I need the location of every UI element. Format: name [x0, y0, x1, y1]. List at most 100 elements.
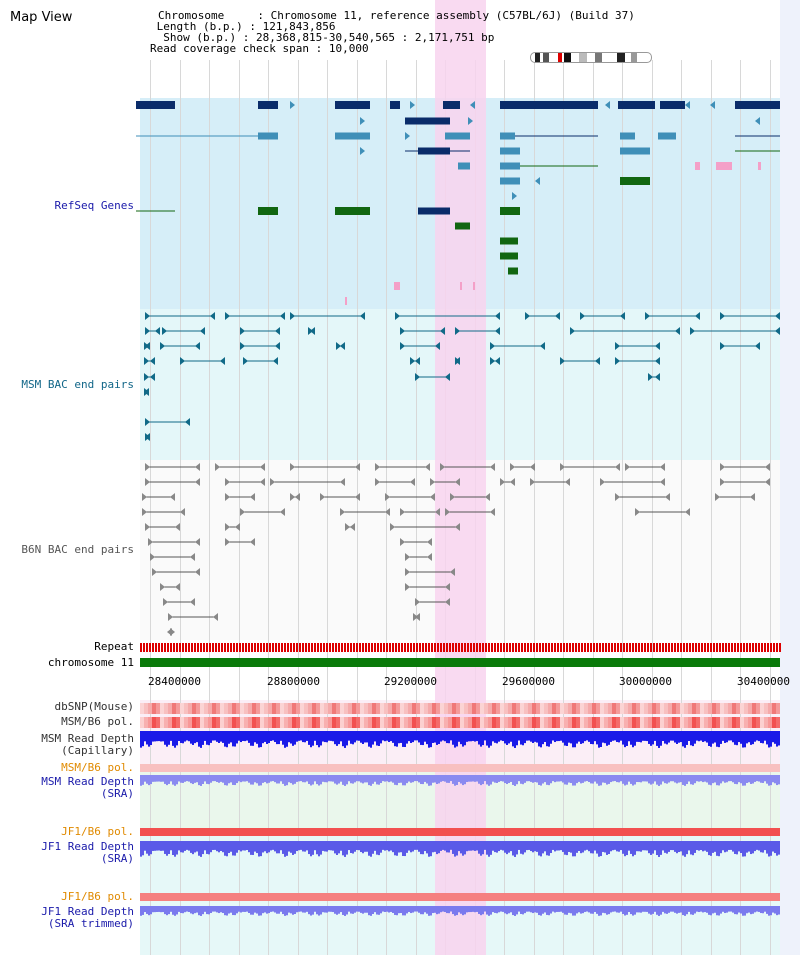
dbsnp-heat[interactable] — [656, 703, 660, 714]
jf1-depth-sra-bar[interactable] — [296, 841, 298, 852]
msm-depth-cap-bar[interactable] — [718, 731, 720, 748]
msm-depth-sra-bar[interactable] — [454, 775, 456, 786]
msm-depth-cap-bar[interactable] — [268, 731, 270, 744]
repeat-element[interactable] — [752, 643, 754, 652]
msm-depth-sra-bar[interactable] — [364, 775, 366, 783]
msm-depth-cap-bar[interactable] — [362, 731, 364, 744]
repeat-element[interactable] — [683, 643, 685, 652]
jf1-depth-trimmed-bar[interactable] — [240, 906, 242, 913]
msm-depth-sra-bar[interactable] — [434, 775, 436, 783]
msm-pol-heat[interactable] — [508, 717, 512, 728]
dbsnp-heat[interactable] — [332, 703, 336, 714]
dbsnp-heat[interactable] — [696, 703, 700, 714]
jf1-depth-sra-bar[interactable] — [210, 841, 212, 853]
msm-pol-heat[interactable] — [728, 717, 732, 728]
jf1-depth-sra-bar[interactable] — [174, 841, 176, 857]
b6n-bac-end[interactable] — [405, 568, 410, 576]
msm-bac-end[interactable] — [310, 327, 315, 335]
jf1-depth-sra-bar[interactable] — [554, 841, 556, 852]
jf1-depth-sra-bar[interactable] — [752, 841, 754, 854]
repeat-element[interactable] — [293, 643, 295, 652]
jf1-depth-sra-bar[interactable] — [606, 841, 608, 855]
jf1-depth-trimmed-bar[interactable] — [744, 906, 746, 916]
msm-depth-sra-bar[interactable] — [680, 775, 682, 783]
msm-depth-sra-bar[interactable] — [386, 775, 388, 782]
dbsnp-heat[interactable] — [688, 703, 692, 714]
jf1-pol-trimmed-heat[interactable] — [552, 893, 556, 901]
gene-feature[interactable] — [508, 267, 518, 275]
gene-feature[interactable] — [500, 132, 515, 140]
jf1-depth-trimmed-bar[interactable] — [760, 906, 762, 914]
msm-pol-sra-heat[interactable] — [524, 764, 528, 772]
repeat-element[interactable] — [533, 643, 535, 652]
msm-pol-heat[interactable] — [356, 717, 360, 728]
jf1-pol-heat[interactable] — [660, 828, 664, 836]
msm-pol-sra-heat[interactable] — [408, 764, 412, 772]
msm-bac-end[interactable] — [495, 312, 500, 320]
repeat-element[interactable] — [626, 643, 628, 652]
jf1-depth-trimmed-bar[interactable] — [338, 906, 340, 914]
msm-pol-heat[interactable] — [672, 717, 676, 728]
msm-depth-cap-bar[interactable] — [258, 731, 260, 748]
msm-bac-end[interactable] — [440, 327, 445, 335]
jf1-pol-trimmed-heat[interactable] — [608, 893, 612, 901]
msm-pol-heat[interactable] — [768, 717, 772, 728]
jf1-depth-trimmed-bar[interactable] — [778, 906, 780, 915]
jf1-depth-sra-bar[interactable] — [234, 841, 236, 856]
jf1-pol-heat[interactable] — [288, 828, 292, 836]
jf1-depth-trimmed-bar[interactable] — [528, 906, 530, 912]
msm-depth-cap-bar[interactable] — [374, 731, 376, 742]
msm-pol-heat[interactable] — [208, 717, 212, 728]
msm-pol-heat[interactable] — [344, 717, 348, 728]
jf1-pol-trimmed-heat[interactable] — [496, 893, 500, 901]
msm-depth-sra-bar[interactable] — [442, 775, 444, 782]
jf1-depth-sra-bar[interactable] — [154, 841, 156, 851]
msm-depth-cap-bar[interactable] — [200, 731, 202, 748]
msm-depth-cap-bar[interactable] — [212, 731, 214, 741]
msm-depth-sra-bar[interactable] — [668, 775, 670, 783]
msm-pol-sra-heat[interactable] — [764, 764, 768, 772]
msm-depth-cap-bar[interactable] — [140, 731, 142, 748]
repeat-element[interactable] — [458, 643, 460, 652]
b6n-bac-end[interactable] — [375, 478, 380, 486]
jf1-depth-trimmed-bar[interactable] — [690, 906, 692, 915]
dbsnp-heat[interactable] — [512, 703, 516, 714]
msm-depth-cap-bar[interactable] — [704, 731, 706, 742]
jf1-pol-trimmed-heat[interactable] — [732, 893, 736, 901]
jf1-depth-sra-bar[interactable] — [622, 841, 624, 854]
msm-depth-cap-bar[interactable] — [202, 731, 204, 745]
msm-depth-cap-bar[interactable] — [742, 731, 744, 748]
jf1-pol-heat[interactable] — [204, 828, 208, 836]
msm-depth-cap-bar[interactable] — [610, 731, 612, 742]
msm-bac-end[interactable] — [280, 312, 285, 320]
msm-bac-end[interactable] — [210, 312, 215, 320]
jf1-depth-sra-bar[interactable] — [436, 841, 438, 855]
msm-depth-cap-bar[interactable] — [228, 731, 230, 744]
msm-pol-heat[interactable] — [512, 717, 516, 728]
repeat-element[interactable] — [569, 643, 571, 652]
jf1-depth-trimmed-bar[interactable] — [300, 906, 302, 912]
chromosome-ideogram[interactable] — [530, 52, 652, 63]
jf1-depth-sra-bar[interactable] — [754, 841, 756, 852]
msm-pol-heat[interactable] — [564, 717, 568, 728]
msm-depth-cap-bar[interactable] — [330, 731, 332, 741]
msm-depth-cap-bar[interactable] — [512, 731, 514, 747]
msm-pol-sra-heat[interactable] — [168, 764, 172, 772]
jf1-depth-trimmed-bar[interactable] — [270, 906, 272, 912]
jf1-depth-trimmed-bar[interactable] — [710, 906, 712, 916]
jf1-pol-heat[interactable] — [656, 828, 660, 836]
msm-pol-heat[interactable] — [304, 717, 308, 728]
jf1-pol-heat[interactable] — [396, 828, 400, 836]
jf1-depth-sra-bar[interactable] — [140, 841, 142, 857]
msm-depth-sra-bar[interactable] — [176, 775, 178, 785]
msm-depth-sra-bar[interactable] — [258, 775, 260, 786]
jf1-depth-sra-bar[interactable] — [300, 841, 302, 850]
dbsnp-heat[interactable] — [484, 703, 488, 714]
msm-pol-heat[interactable] — [156, 717, 160, 728]
jf1-depth-trimmed-bar[interactable] — [460, 906, 462, 914]
jf1-depth-sra-bar[interactable] — [298, 841, 300, 851]
jf1-depth-sra-bar[interactable] — [728, 841, 730, 850]
repeat-element[interactable] — [509, 643, 511, 652]
jf1-depth-trimmed-bar[interactable] — [562, 906, 564, 913]
msm-bac-end[interactable] — [580, 312, 585, 320]
